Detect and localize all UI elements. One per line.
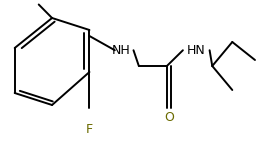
Text: NH: NH bbox=[112, 44, 131, 57]
Text: F: F bbox=[86, 123, 93, 136]
Text: O: O bbox=[164, 111, 174, 124]
Text: HN: HN bbox=[187, 44, 206, 57]
